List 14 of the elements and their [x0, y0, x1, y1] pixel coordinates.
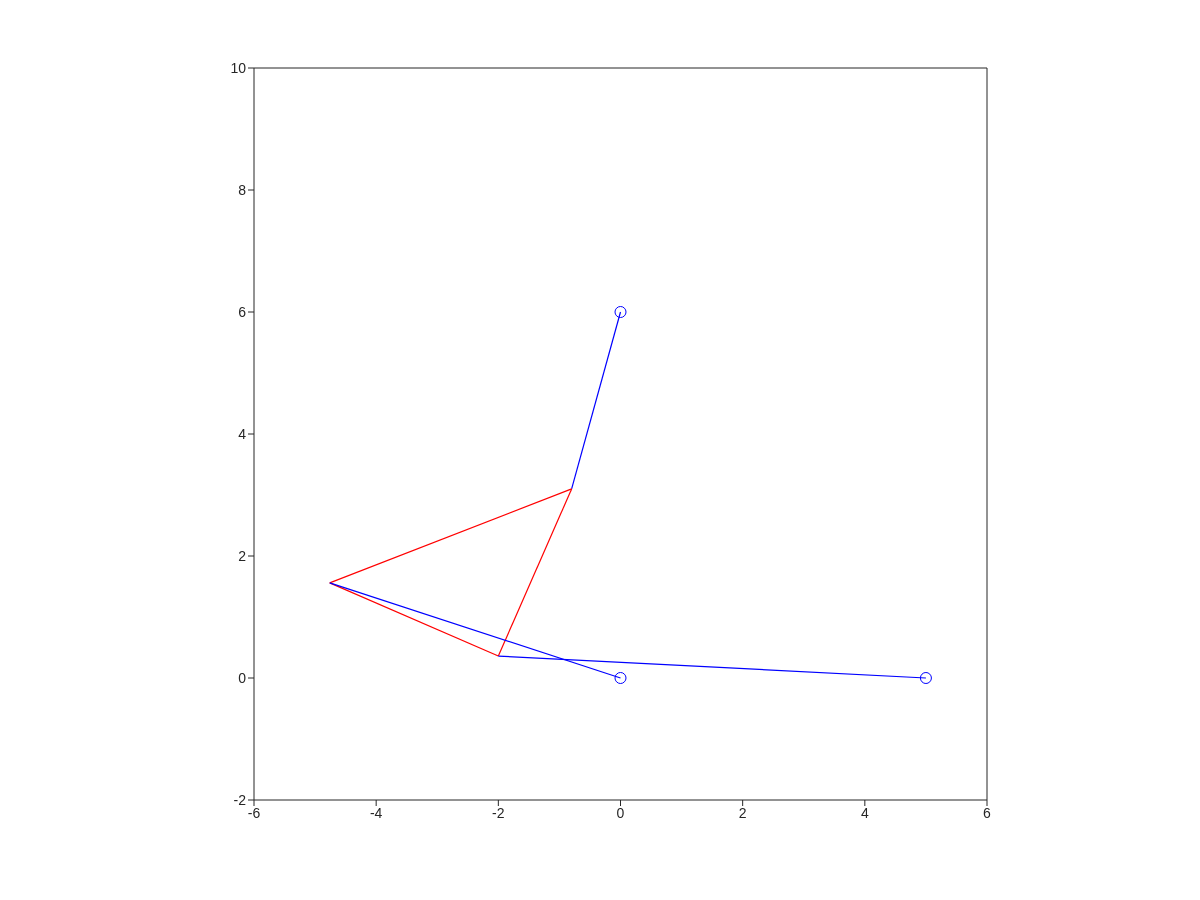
y-tick-label: -2	[233, 791, 247, 808]
x-tick-label: -6	[247, 804, 261, 821]
x-tick-label: 6	[983, 804, 992, 821]
y-tick-label: 10	[230, 59, 247, 76]
x-tick-label: 4	[860, 804, 869, 821]
y-tick-label: 2	[238, 547, 247, 564]
x-tick-label: -2	[492, 804, 505, 821]
y-tick-label: 8	[238, 181, 247, 198]
x-tick-label: -4	[369, 804, 383, 821]
y-tick-label: 0	[238, 669, 247, 686]
x-tick-label: 0	[616, 804, 625, 821]
x-tick-label: 2	[738, 804, 747, 821]
y-tick-label: 4	[238, 425, 247, 442]
y-tick-label: 6	[238, 303, 247, 320]
